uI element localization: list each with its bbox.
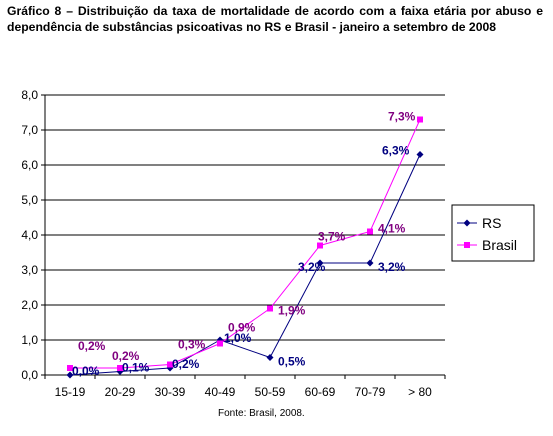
data-label-rs: 6,3%	[382, 144, 410, 158]
data-point-brasil	[67, 365, 73, 371]
x-tick-label: 15-19	[55, 385, 86, 399]
data-label-brasil: 0,2%	[112, 349, 140, 363]
data-label-brasil: 3,7%	[318, 230, 346, 244]
y-tick-label: 6,0	[21, 158, 38, 172]
data-point-brasil	[267, 305, 273, 312]
legend-marker	[464, 242, 470, 248]
legend-marker	[463, 219, 471, 227]
chart-caption: Gráfico 8 – Distribuição da taxa de mort…	[7, 4, 543, 34]
data-label-rs: 3,2%	[378, 260, 406, 274]
data-point-brasil	[167, 361, 173, 368]
legend-box	[451, 204, 535, 262]
data-point-brasil	[317, 242, 323, 249]
data-labels: 0,0% 0,1% 0,2%1,0%0,5%3,2% 3,2%6,3%0,2%0,2%…	[72, 110, 416, 379]
x-tick-label: 20-29	[105, 385, 136, 399]
data-label-rs: 0,1%	[122, 361, 150, 375]
y-tick-label: 0,0	[21, 368, 38, 382]
data-label-rs: 3,2%	[298, 260, 326, 274]
series-line-rs	[69, 154, 421, 376]
y-tick-label: 1,0	[21, 333, 38, 347]
data-point-rs	[266, 354, 274, 361]
axes: 0,0 1,0 2,0 3,0 4,0 5,0 6,0 7,0 8,0 15-19 20-29 30-…	[21, 88, 446, 399]
data-label-brasil: 7,3%	[388, 110, 416, 124]
data-label-brasil: 4,1%	[378, 222, 406, 236]
x-tick-label: 50-59	[255, 385, 286, 399]
data-label-rs: 0,2%	[172, 357, 200, 371]
data-label-brasil: 0,3%	[178, 338, 206, 352]
legend: RS Brasil	[451, 204, 535, 262]
data-label-rs: 1,0%	[224, 331, 252, 345]
data-point-brasil	[367, 228, 373, 235]
legend-label-brasil: Brasil	[482, 237, 517, 253]
y-tick-label: 2,0	[21, 298, 38, 312]
data-label-brasil: 0,9%	[228, 321, 256, 335]
data-point-brasil	[117, 365, 123, 371]
data-label-brasil: 0,2%	[78, 339, 106, 353]
y-tick-label: 7,0	[21, 123, 38, 137]
x-tick-label: 70-79	[355, 385, 386, 399]
y-tick-label: 8,0	[21, 88, 38, 102]
legend-label-rs: RS	[482, 215, 501, 231]
x-tick-label: 40-49	[205, 385, 236, 399]
data-point-brasil	[217, 340, 223, 347]
data-label-brasil: 1,9%	[278, 304, 306, 318]
data-label-rs: 0,0%	[72, 364, 100, 378]
series-line-brasil	[70, 119, 421, 369]
y-tick-label: 3,0	[21, 263, 38, 277]
x-tick-label: 30-39	[155, 385, 186, 399]
data-label-rs: 0,5%	[278, 355, 306, 369]
data-point-rs	[316, 259, 324, 267]
x-tick-label: 60-69	[305, 385, 336, 399]
y-tick-label: 5,0	[21, 193, 38, 207]
source-note: Fonte: Brasil, 2008.	[218, 408, 305, 419]
data-point-rs	[416, 151, 424, 158]
gridlines	[45, 94, 445, 341]
data-point-brasil	[417, 116, 423, 123]
y-tick-label: 4,0	[21, 228, 38, 242]
series-lines	[66, 116, 424, 379]
data-point-rs	[366, 259, 374, 267]
x-tick-label: > 80	[408, 385, 432, 399]
data-point-rs	[66, 371, 74, 379]
